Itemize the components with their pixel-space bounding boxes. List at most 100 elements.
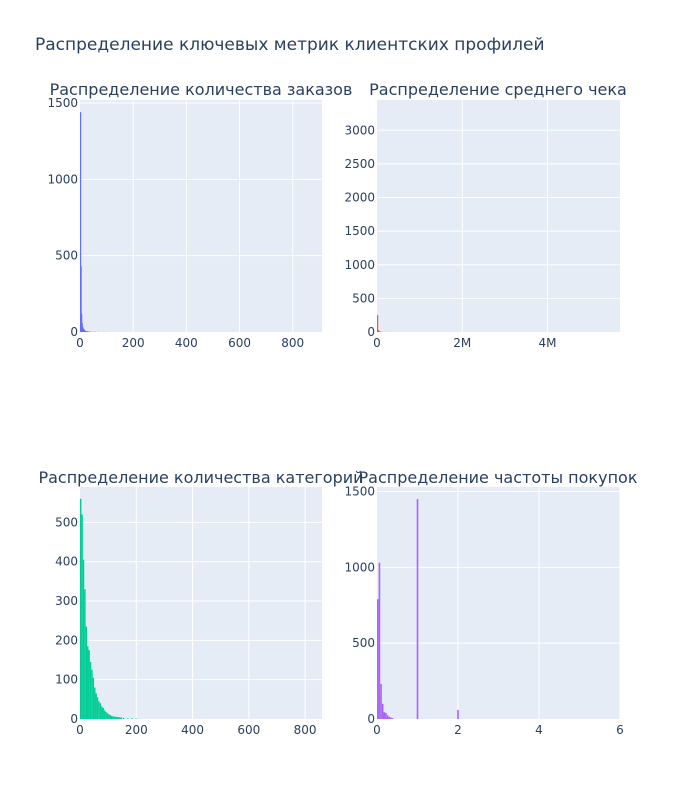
bar xyxy=(112,716,114,719)
bar xyxy=(81,514,83,719)
bar xyxy=(87,646,89,719)
bar xyxy=(98,701,100,719)
bar xyxy=(377,329,380,332)
bar xyxy=(99,703,102,719)
bar xyxy=(102,707,104,719)
bar xyxy=(116,717,118,719)
bar xyxy=(113,716,116,719)
bar xyxy=(109,715,111,719)
bar xyxy=(86,331,89,332)
bar xyxy=(383,712,386,719)
bar xyxy=(110,715,113,719)
y-tick-label: 1500 xyxy=(47,96,78,110)
bar xyxy=(82,559,85,719)
x-tick-label: 2 xyxy=(454,723,462,737)
x-tick-label: 2M xyxy=(453,336,471,350)
x-tick-label: 4 xyxy=(535,723,543,737)
y-tick-label: 500 xyxy=(352,636,375,650)
y-tick-label: 0 xyxy=(367,712,375,726)
x-tick-label: 200 xyxy=(122,336,145,350)
subplot-1: 0 500 1000 1500 0 200 400 600 800 Распределение к… xyxy=(47,80,352,350)
x-tick-label: 400 xyxy=(175,336,198,350)
x-tick-label: 800 xyxy=(294,723,317,737)
bar xyxy=(386,715,389,719)
bar xyxy=(85,626,88,719)
bar xyxy=(92,677,95,719)
bar xyxy=(388,716,390,719)
x-tick-label: 4M xyxy=(539,336,557,350)
x-tick-label: 600 xyxy=(237,723,260,737)
y-tick-label: 2000 xyxy=(344,191,375,205)
bar xyxy=(378,562,381,719)
subplot-2: 0 500 1000 1500 2000 2500 3000 0 2M 4M Распределен… xyxy=(344,80,626,350)
bar xyxy=(106,713,109,719)
bar xyxy=(89,661,92,719)
subplot-title: Распределение частоты покупок xyxy=(359,468,638,487)
y-tick-label: 2500 xyxy=(344,157,375,171)
bar xyxy=(119,717,121,719)
y-tick-label: 500 xyxy=(55,249,78,263)
bar xyxy=(391,718,394,719)
bar xyxy=(120,717,123,719)
bar xyxy=(94,687,96,719)
bar xyxy=(87,331,90,332)
subplot-4: 0 500 1000 1500 0 2 4 6 Распределение частоты по… xyxy=(344,468,637,737)
bar xyxy=(379,331,381,332)
y-tick-label: 200 xyxy=(55,633,78,647)
bar xyxy=(96,697,99,719)
y-tick-label: 0 xyxy=(70,325,78,339)
plot-area xyxy=(377,100,620,332)
bar xyxy=(91,669,93,719)
y-tick-label: 400 xyxy=(55,555,78,569)
y-tick-label: 0 xyxy=(70,712,78,726)
y-tick-label: 1000 xyxy=(344,560,375,574)
subplot-3: 0 100 200 300 400 500 0 200 400 600 800 Распределен… xyxy=(38,468,363,737)
y-tick-label: 1000 xyxy=(344,258,375,272)
y-tick-label: 1500 xyxy=(344,485,375,499)
bar xyxy=(117,717,120,719)
plot-area xyxy=(80,487,322,719)
x-tick-label: 0 xyxy=(76,336,84,350)
bar xyxy=(377,599,379,719)
bar xyxy=(416,499,419,719)
bars xyxy=(80,498,137,719)
y-tick-label: 300 xyxy=(55,594,78,608)
y-tick-label: 1000 xyxy=(47,172,78,186)
x-tick-label: 0 xyxy=(373,336,381,350)
y-tick-label: 100 xyxy=(55,673,78,687)
x-tick-label: 200 xyxy=(125,723,148,737)
plot-area xyxy=(80,100,322,332)
subplot-title: Распределение количества заказов xyxy=(50,80,353,99)
x-tick-label: 6 xyxy=(616,723,624,737)
bar xyxy=(88,650,90,719)
bar xyxy=(103,710,106,719)
bar xyxy=(80,266,82,332)
bar xyxy=(95,693,97,719)
bars xyxy=(377,499,459,719)
bar xyxy=(378,331,380,332)
bar xyxy=(80,112,82,332)
y-tick-label: 1500 xyxy=(344,224,375,238)
x-tick-label: 600 xyxy=(228,336,251,350)
bar xyxy=(381,703,384,719)
bar xyxy=(127,718,129,719)
bar xyxy=(84,330,86,332)
x-tick-label: 800 xyxy=(281,336,304,350)
main-title: Распределение ключевых метрик клиентских… xyxy=(35,35,545,55)
bar xyxy=(115,716,117,719)
x-tick-label: 0 xyxy=(76,723,84,737)
bar xyxy=(85,331,88,332)
plot-area xyxy=(377,487,620,719)
bar xyxy=(377,315,379,332)
subplot-title: Распределение среднего чека xyxy=(369,80,627,99)
bar xyxy=(385,712,387,719)
bars xyxy=(80,112,105,332)
subplot-title: Распределение количества категорий xyxy=(38,468,363,487)
bar xyxy=(131,718,133,719)
bar xyxy=(122,717,125,719)
bars xyxy=(377,315,393,332)
x-tick-label: 0 xyxy=(373,723,381,737)
bar xyxy=(80,498,82,719)
